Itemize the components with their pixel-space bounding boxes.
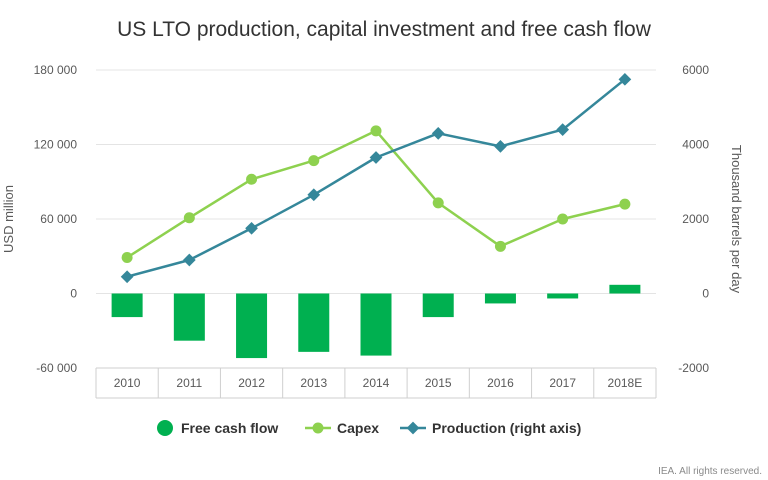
y-tick-label: 180 000 bbox=[34, 63, 78, 77]
point-capex bbox=[557, 213, 569, 225]
x-tick-label: 2013 bbox=[300, 376, 327, 390]
point-capex bbox=[308, 155, 320, 167]
point-production-right-axis bbox=[245, 221, 258, 235]
point-production-right-axis bbox=[494, 139, 507, 153]
y-axis-label: USD million bbox=[1, 185, 16, 253]
point-production-right-axis bbox=[182, 253, 196, 267]
point-capex bbox=[370, 125, 382, 137]
x-tick-label: 2018E bbox=[608, 376, 643, 390]
y2-axis-label: Thousand barrels per day bbox=[729, 145, 744, 294]
point-capex bbox=[121, 251, 133, 263]
point-production-right-axis bbox=[120, 270, 134, 284]
point-production-right-axis bbox=[307, 188, 321, 202]
y2-tick-label: 0 bbox=[702, 287, 709, 301]
series-points bbox=[120, 72, 632, 284]
legend-marker-production bbox=[406, 421, 420, 435]
y2-tick-label: -2000 bbox=[678, 361, 709, 375]
bar-free-cash-flow bbox=[360, 293, 392, 356]
bar-free-cash-flow bbox=[298, 293, 330, 352]
chart-title: US LTO production, capital investment an… bbox=[117, 18, 652, 41]
line-capex bbox=[126, 129, 626, 259]
legend-label-capex: Capex bbox=[337, 420, 379, 436]
series-lines bbox=[126, 78, 626, 278]
axes: -60 000 0 60 000 120 000 180 000 -2000 0 2000 40… bbox=[34, 63, 709, 399]
y2-tick-label: 6000 bbox=[682, 63, 709, 77]
legend-marker-capex bbox=[312, 422, 324, 434]
bar-free-cash-flow bbox=[484, 293, 516, 304]
point-production-right-axis bbox=[431, 126, 445, 140]
line-production-right-axis bbox=[126, 78, 626, 278]
point-capex bbox=[432, 197, 444, 209]
x-tick-label: 2014 bbox=[363, 376, 390, 390]
legend-marker-free-cash-flow bbox=[157, 420, 173, 436]
bar-free-cash-flow bbox=[173, 293, 205, 341]
y-tick-label: -60 000 bbox=[36, 361, 77, 375]
x-tick-label: 2011 bbox=[176, 376, 202, 390]
point-capex bbox=[183, 212, 195, 224]
x-tick-label: 2012 bbox=[238, 376, 265, 390]
x-tick-label: 2016 bbox=[487, 376, 514, 390]
bar-free-cash-flow bbox=[547, 293, 579, 299]
x-tick-label: 2017 bbox=[549, 376, 576, 390]
bar-free-cash-flow bbox=[422, 293, 454, 318]
y-tick-label: 120 000 bbox=[34, 138, 78, 152]
x-tick-label: 2010 bbox=[114, 376, 141, 390]
legend-label-production: Production (right axis) bbox=[432, 420, 581, 436]
bar-free-cash-flow bbox=[609, 284, 641, 294]
point-production-right-axis bbox=[369, 151, 383, 164]
point-capex bbox=[494, 240, 506, 252]
legend: Free cash flow Capex Production (right axi… bbox=[157, 420, 581, 436]
bars-free-cash-flow bbox=[111, 284, 641, 359]
bar-free-cash-flow bbox=[236, 293, 268, 359]
y-tick-label: 60 000 bbox=[40, 212, 77, 226]
credit-text: IEA. All rights reserved. bbox=[658, 466, 762, 477]
legend-label-free-cash-flow: Free cash flow bbox=[181, 420, 278, 436]
point-capex bbox=[619, 198, 631, 210]
y-tick-label: 0 bbox=[70, 287, 77, 301]
y2-tick-label: 4000 bbox=[682, 138, 709, 152]
bar-free-cash-flow bbox=[111, 293, 143, 318]
y2-tick-label: 2000 bbox=[682, 212, 709, 226]
point-capex bbox=[246, 173, 258, 185]
x-tick-label: 2015 bbox=[425, 376, 452, 390]
